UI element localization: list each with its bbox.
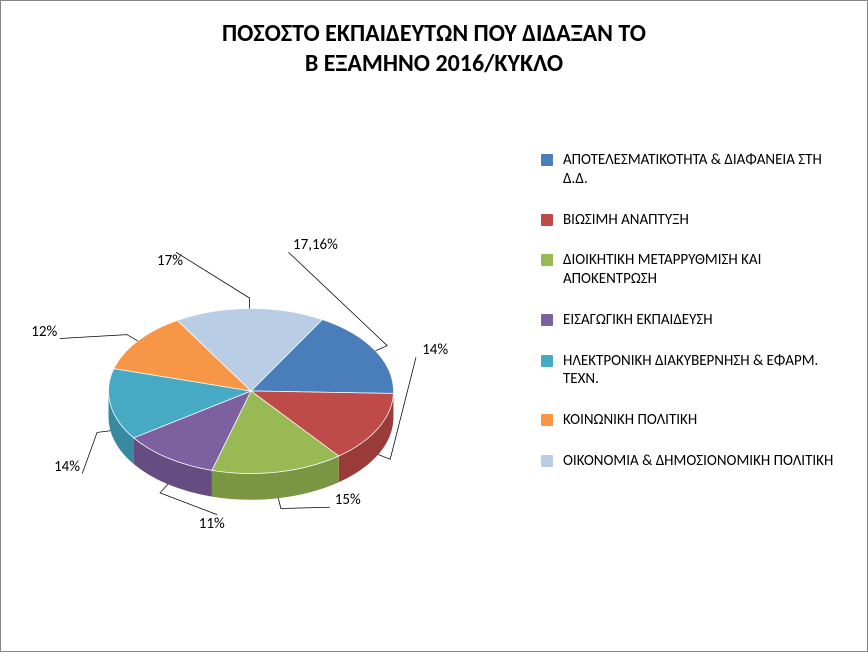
slice-label: 15% [335,491,361,509]
pie-chart [61,211,441,511]
legend-item: ΒΙΩΣΙΜΗ ΑΝΑΠΤΥΞΗ [541,211,841,230]
legend-swatch [541,355,553,367]
legend-swatch [541,314,553,326]
legend-swatch [541,214,553,226]
legend: ΑΠΟΤΕΛΕΣΜΑΤΙΚΟΤΗΤΑ & ΔΙΑΦΑΝΕΙΑ ΣΤΗ Δ.Δ. Β… [541,151,841,493]
leader-line [82,431,110,474]
pie-svg [61,211,441,511]
title-line-2: Β ΕΞΑΜΗΝΟ 2016/ΚΥΚΛΟ [1,49,867,79]
legend-swatch [541,455,553,467]
slice-label: 14% [422,341,448,359]
legend-swatch [541,414,553,426]
legend-label: ΟΙΚΟΝΟΜΙΑ & ΔΗΜΟΣΙΟΝΟΜΙΚΗ ΠΟΛΙΤΙΚΗ [563,452,841,471]
chart-title: ΠΟΣΟΣΤΟ ΕΚΠΑΙΔΕΥΤΩΝ ΠΟΥ ΔΙΔΑΞΑΝ ΤΟ Β ΕΞΑ… [1,1,867,79]
legend-item: ΕΙΣΑΓΩΓΙΚΗ ΕΚΠΑΙΔΕΥΣΗ [541,311,841,330]
legend-label: ΒΙΩΣΙΜΗ ΑΝΑΠΤΥΞΗ [563,211,841,230]
legend-item: ΑΠΟΤΕΛΕΣΜΑΤΙΚΟΤΗΤΑ & ΔΙΑΦΑΝΕΙΑ ΣΤΗ Δ.Δ. [541,151,841,189]
chart-container: ΠΟΣΟΣΤΟ ΕΚΠΑΙΔΕΥΤΩΝ ΠΟΥ ΔΙΔΑΞΑΝ ΤΟ Β ΕΞΑ… [0,0,868,652]
legend-label: ΚΟΙΝΩΝΙΚΗ ΠΟΛΙΤΙΚΗ [563,411,841,430]
legend-item: ΟΙΚΟΝΟΜΙΑ & ΔΗΜΟΣΙΟΝΟΜΙΚΗ ΠΟΛΙΤΙΚΗ [541,452,841,471]
slice-label: 14% [54,458,80,476]
legend-label: ΔΙΟΙΚΗΤΙΚΗ ΜΕΤΑΡΡΥΘΜΙΣΗ ΚΑΙ ΑΠΟΚΕΝΤΡΩΣΗ [563,251,841,289]
slice-label: 12% [31,323,57,341]
slice-label: 11% [199,515,225,533]
leader-line [278,498,329,508]
leader-line [176,252,250,308]
legend-swatch [541,154,553,166]
legend-label: ΗΛΕΚΤΡΟΝΙΚΗ ΔΙΑΚΥΒΕΡΝΗΣΗ & ΕΦΑΡΜ. ΤΕΧΝ. [563,352,841,390]
leader-line [60,335,138,341]
legend-swatch [541,254,553,266]
legend-label: ΕΙΣΑΓΩΓΙΚΗ ΕΚΠΑΙΔΕΥΣΗ [563,311,841,330]
slice-label: 17,16% [293,236,338,254]
legend-item: ΔΙΟΙΚΗΤΙΚΗ ΜΕΤΑΡΡΥΘΜΙΣΗ ΚΑΙ ΑΠΟΚΕΝΤΡΩΣΗ [541,251,841,289]
legend-label: ΑΠΟΤΕΛΕΣΜΑΤΙΚΟΤΗΤΑ & ΔΙΑΦΑΝΕΙΑ ΣΤΗ Δ.Δ. [563,151,841,189]
chart-body: 17,16% 14% 15% 11% 14% 12% 17% ΑΠΟΤΕΛΕΣΜΑΤΙΚΟΤ… [1,121,868,641]
title-line-1: ΠΟΣΟΣΤΟ ΕΚΠΑΙΔΕΥΤΩΝ ΠΟΥ ΔΙΔΑΞΑΝ ΤΟ [1,19,867,49]
slice-label: 17% [157,252,183,270]
legend-item: ΚΟΙΝΩΝΙΚΗ ΠΟΛΙΤΙΚΗ [541,411,841,430]
legend-item: ΗΛΕΚΤΡΟΝΙΚΗ ΔΙΑΚΥΒΕΡΝΗΣΗ & ΕΦΑΡΜ. ΤΕΧΝ. [541,352,841,390]
